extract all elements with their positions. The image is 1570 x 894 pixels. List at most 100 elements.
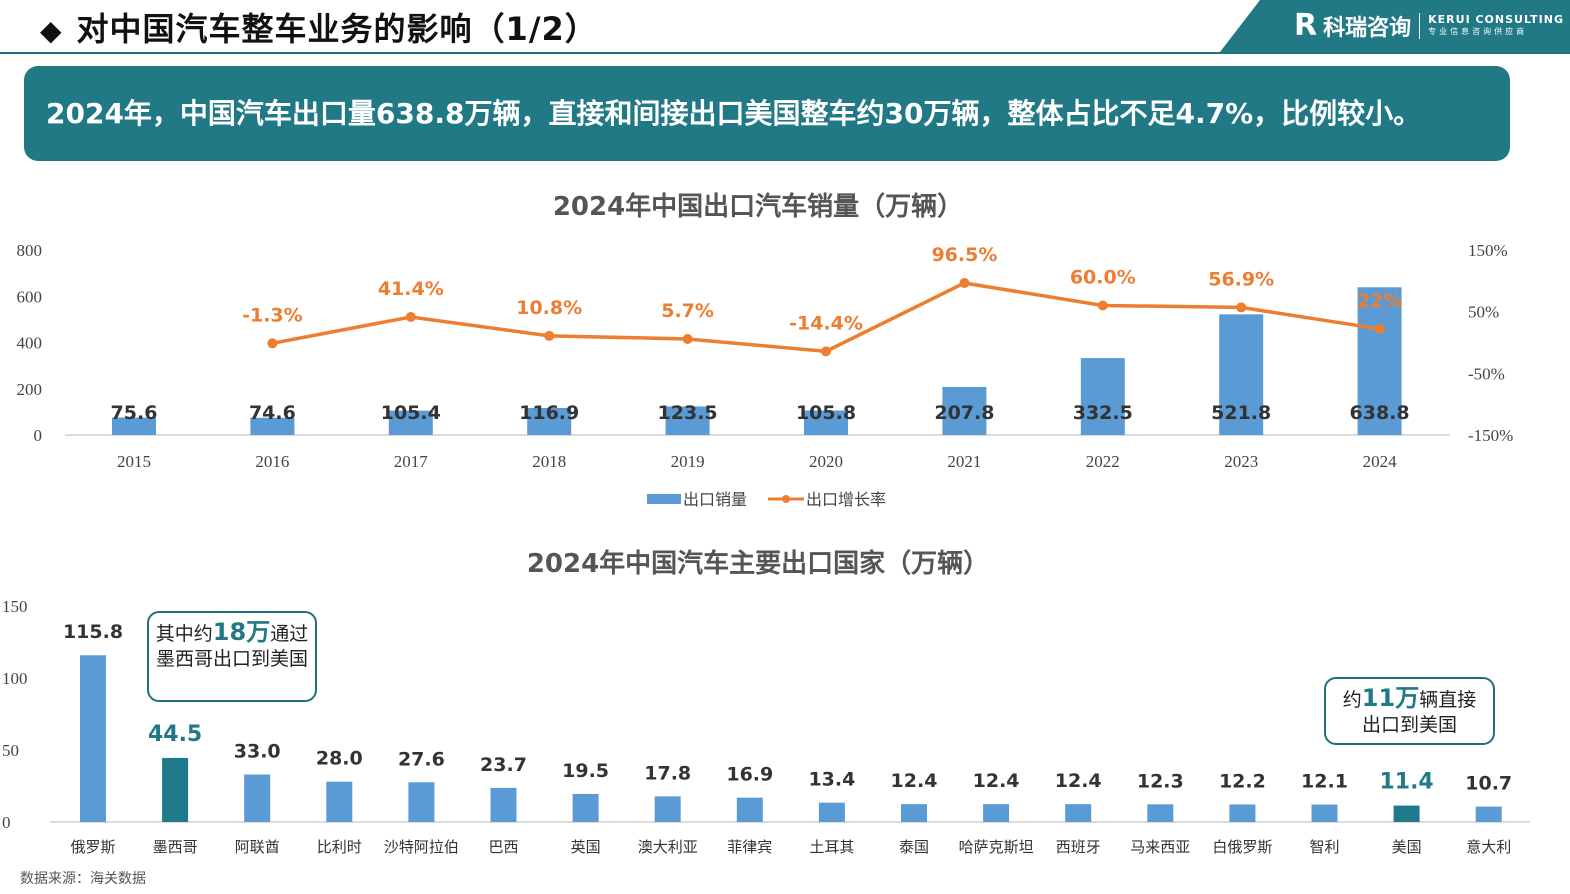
country-bar bbox=[80, 655, 106, 822]
y-tick-left: 200 bbox=[17, 380, 43, 399]
annotation-text: 辆直接出口到美国 bbox=[1361, 689, 1477, 736]
export-bar bbox=[804, 410, 848, 435]
x-tick-label: 比利时 bbox=[317, 838, 362, 856]
x-tick-label: 菲律宾 bbox=[727, 838, 772, 856]
legend-label: 出口销量 bbox=[683, 490, 747, 509]
annotation-number: 18万 bbox=[212, 618, 271, 646]
x-tick-label: 马来西亚 bbox=[1130, 838, 1190, 856]
x-tick-label: 沙特阿拉伯 bbox=[384, 838, 459, 856]
x-tick-label: 阿联酋 bbox=[235, 838, 280, 856]
bar-value-label: 12.1 bbox=[1301, 771, 1348, 793]
x-tick-label: 哈萨克斯坦 bbox=[959, 838, 1034, 856]
y-tick: 100 bbox=[2, 669, 28, 688]
diamond-icon: ◆ bbox=[40, 14, 63, 47]
country-bar bbox=[1065, 804, 1092, 822]
export-bar bbox=[1357, 287, 1402, 435]
country-bar bbox=[1393, 805, 1420, 822]
x-tick-label: 2023 bbox=[1224, 452, 1258, 471]
page-title: ◆ 对中国汽车整车业务的影响（1/2） bbox=[40, 4, 598, 50]
y-tick-left: 800 bbox=[17, 241, 43, 260]
growth-label: 96.5% bbox=[931, 244, 997, 266]
bar-value-label: 12.4 bbox=[1055, 770, 1102, 792]
export-bar bbox=[527, 407, 572, 435]
x-tick-label: 墨西哥 bbox=[153, 838, 198, 856]
country-bar bbox=[901, 804, 927, 822]
growth-point bbox=[1097, 300, 1108, 311]
growth-label: 60.0% bbox=[1070, 267, 1136, 289]
x-tick-label: 英国 bbox=[571, 838, 601, 856]
header-bar: ◆ 对中国汽车整车业务的影响（1/2） bbox=[0, 0, 1570, 54]
logo-r-icon: R bbox=[1294, 8, 1318, 43]
growth-point bbox=[544, 330, 555, 341]
country-bar bbox=[1147, 804, 1174, 822]
x-tick-label: 意大利 bbox=[1466, 838, 1511, 856]
bar-value-label: 105.4 bbox=[381, 402, 441, 424]
logo-background bbox=[1220, 0, 1570, 52]
kerui-logo: R 科瑞咨询 KERUI CONSULTING 专业信息咨询供应商 bbox=[1294, 8, 1564, 43]
summary-banner: 2024年，中国汽车出口量638.8万辆，直接和间接出口美国整车约30万辆，整体… bbox=[24, 66, 1510, 161]
country-bar bbox=[244, 774, 271, 822]
growth-label: 56.9% bbox=[1208, 268, 1274, 290]
country-bar bbox=[490, 787, 517, 822]
x-tick-label: 2019 bbox=[671, 452, 705, 471]
annotation-text: 约 bbox=[1342, 689, 1362, 711]
bar-value-label: 44.5 bbox=[148, 722, 202, 747]
bar-value-label: 12.2 bbox=[1219, 770, 1266, 792]
bar-value-label: 10.7 bbox=[1465, 773, 1512, 795]
bar-value-label: 123.5 bbox=[658, 402, 718, 424]
country-bar bbox=[162, 757, 189, 822]
logo-tagline: 专业信息咨询供应商 bbox=[1428, 27, 1528, 36]
growth-point bbox=[1374, 323, 1385, 334]
growth-label: 22% bbox=[1357, 290, 1402, 312]
x-tick-label: 2017 bbox=[394, 452, 429, 471]
legend-bar-swatch bbox=[647, 494, 681, 504]
bar-value-label: 12.4 bbox=[891, 770, 938, 792]
y-tick-left: 0 bbox=[34, 426, 43, 445]
country-bar bbox=[1229, 804, 1256, 822]
bar-value-label: 12.4 bbox=[973, 770, 1020, 792]
y-tick-right: 50% bbox=[1468, 303, 1499, 322]
country-bar bbox=[736, 797, 763, 822]
growth-point bbox=[821, 346, 831, 357]
country-bar bbox=[408, 782, 435, 822]
y-tick: 150 bbox=[2, 597, 28, 616]
x-tick-label: 澳大利亚 bbox=[638, 838, 698, 856]
logo-cn: 科瑞咨询 bbox=[1323, 15, 1412, 41]
country-bar bbox=[572, 793, 599, 822]
growth-label: -1.3% bbox=[242, 304, 303, 326]
export-bar bbox=[250, 417, 295, 435]
x-tick-label: 2024 bbox=[1363, 452, 1398, 471]
growth-label: 10.8% bbox=[516, 297, 582, 319]
y-tick-left: 600 bbox=[17, 287, 43, 306]
country-bar bbox=[1475, 806, 1502, 822]
country-bar bbox=[654, 796, 681, 822]
annotation-number: 11万 bbox=[1361, 684, 1420, 712]
bar-value-label: 11.4 bbox=[1379, 770, 1433, 795]
bar-value-label: 521.8 bbox=[1211, 402, 1271, 424]
mexico-annotation: 其中约18万通过墨西哥出口到美国 bbox=[147, 611, 317, 702]
chart1-title: 2024年中国出口汽车销量（万辆） bbox=[553, 191, 963, 222]
export-bar bbox=[1080, 358, 1125, 435]
y-tick: 0 bbox=[2, 813, 11, 832]
x-tick-label: 2018 bbox=[532, 452, 566, 471]
bar-value-label: 75.6 bbox=[111, 402, 158, 424]
bar-value-label: 207.8 bbox=[934, 402, 994, 424]
country-bar bbox=[326, 781, 353, 822]
bar-value-label: 27.6 bbox=[398, 748, 445, 770]
bar-value-label: 116.9 bbox=[519, 402, 579, 424]
x-tick-label: 智利 bbox=[1309, 838, 1339, 856]
legend-line-marker bbox=[782, 495, 790, 503]
y-tick-right: -50% bbox=[1468, 364, 1505, 383]
bar-value-label: 105.8 bbox=[796, 402, 856, 424]
y-tick-right: 150% bbox=[1468, 241, 1508, 260]
growth-point bbox=[405, 311, 416, 322]
x-tick-label: 白俄罗斯 bbox=[1212, 838, 1272, 856]
growth-label: -14.4% bbox=[789, 312, 863, 334]
growth-label: 41.4% bbox=[378, 278, 444, 300]
bar-value-label: 19.5 bbox=[562, 760, 609, 782]
growth-label: 5.7% bbox=[661, 300, 714, 322]
x-tick-label: 西班牙 bbox=[1056, 838, 1101, 856]
export-bar bbox=[942, 386, 987, 435]
bar-value-label: 12.3 bbox=[1137, 770, 1184, 792]
